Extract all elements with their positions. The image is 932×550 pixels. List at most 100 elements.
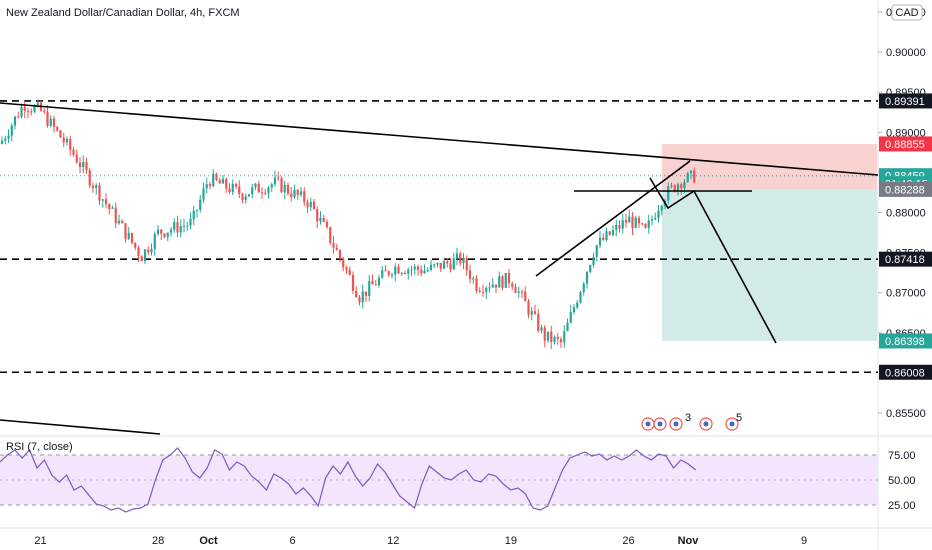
candle-body — [46, 111, 49, 126]
candle-body — [20, 107, 23, 118]
candle-body — [218, 179, 221, 184]
candle-body — [465, 258, 468, 271]
candle-body — [59, 130, 62, 138]
trend-drawings[interactable] — [0, 102, 879, 435]
time-axis[interactable]: 21 28 Oct 6 12 19 26 Nov 9 — [34, 535, 807, 547]
candle-body — [247, 194, 251, 197]
descending-trendline — [0, 102, 879, 176]
candle-body — [390, 274, 394, 276]
level-price-tag-text: 0.86008 — [885, 367, 925, 379]
candle-body — [410, 269, 413, 271]
candle-body — [641, 223, 644, 225]
candle-body — [169, 229, 173, 233]
candle-body — [452, 258, 455, 270]
level-price-tag — [879, 251, 932, 267]
candle-body — [4, 138, 7, 141]
time-axis-label: Oct — [199, 535, 218, 547]
candle-body — [433, 264, 436, 266]
candle-body — [95, 185, 98, 188]
candle-body — [348, 269, 351, 275]
candle-body — [550, 331, 553, 343]
candle-body — [384, 270, 387, 272]
candle-body — [241, 193, 244, 200]
candle-body — [251, 187, 254, 195]
candle-body — [195, 209, 199, 211]
candle-body — [299, 191, 303, 195]
candle-body — [524, 291, 527, 302]
projected-path — [649, 177, 777, 344]
candle-body — [423, 270, 426, 274]
candle-body — [511, 283, 514, 287]
candle-body — [163, 233, 166, 237]
candle-body — [332, 242, 335, 248]
candle-body — [504, 272, 507, 288]
candle-body — [563, 331, 566, 343]
candle-body — [143, 249, 147, 262]
rsi-line — [0, 447, 697, 513]
candle-body — [475, 278, 478, 291]
candle-body — [212, 173, 215, 186]
candle-body — [150, 249, 153, 253]
candle-body — [553, 336, 556, 343]
candle-body — [13, 116, 17, 126]
time-axis-label: 19 — [505, 535, 517, 547]
candle-body — [17, 116, 20, 118]
time-axis-label: 26 — [622, 535, 634, 547]
candle-body — [231, 183, 234, 193]
candle-body — [208, 184, 212, 186]
candle-body — [267, 187, 270, 194]
candle-body — [631, 216, 634, 228]
candle-body — [540, 327, 543, 331]
candle-body — [85, 161, 88, 171]
candle-body — [270, 184, 273, 188]
candle-body — [397, 266, 400, 274]
candle-body — [572, 307, 576, 313]
candle-body — [582, 283, 585, 292]
candle-body — [127, 232, 130, 239]
time-axis-label: 28 — [152, 535, 164, 547]
candle-body — [689, 170, 693, 174]
candle-body — [108, 204, 111, 209]
candle-body — [520, 291, 524, 293]
time-axis-label: Nov — [678, 535, 700, 547]
candle-body — [153, 233, 156, 250]
event-flag-dot-icon — [645, 421, 651, 427]
candle-body — [36, 102, 39, 106]
candle-body — [257, 183, 260, 193]
candle-body — [589, 264, 592, 272]
candle-body — [478, 290, 481, 292]
candle-body — [488, 287, 491, 289]
candle-body — [420, 269, 423, 274]
candle-body — [361, 291, 364, 303]
candle-body — [628, 216, 631, 223]
candle-body — [124, 223, 127, 239]
level-price-tag-text: 0.87418 — [885, 254, 925, 266]
price-axis-tick-label: 0.87000 — [886, 288, 926, 300]
candle-body — [101, 199, 104, 201]
candle-body — [621, 220, 624, 229]
candle-body — [82, 161, 85, 168]
price-tag-stop-text: 0.88855 — [885, 139, 925, 151]
candle-body — [33, 105, 36, 112]
time-axis-label: 21 — [34, 535, 46, 547]
candle-body — [680, 184, 683, 189]
candle-body — [335, 247, 338, 251]
candle-body — [322, 217, 325, 222]
candle-body — [215, 173, 218, 180]
candle-body — [329, 227, 332, 243]
candle-body — [374, 284, 377, 286]
candle-body — [667, 186, 670, 201]
candle-body — [559, 338, 563, 343]
rsi-axis-tick-label: 75.00 — [888, 450, 916, 462]
candle-body — [228, 188, 231, 193]
price-axis[interactable]: 0.905000.900000.895000.890000.885000.880… — [878, 7, 926, 420]
candle-body — [147, 249, 150, 253]
candle-body — [121, 220, 124, 224]
take-profit-zone — [662, 189, 877, 341]
event-flag-dot-icon — [673, 421, 679, 427]
candle-body — [507, 272, 511, 284]
candle-body — [537, 313, 540, 331]
candle-body — [491, 284, 494, 288]
